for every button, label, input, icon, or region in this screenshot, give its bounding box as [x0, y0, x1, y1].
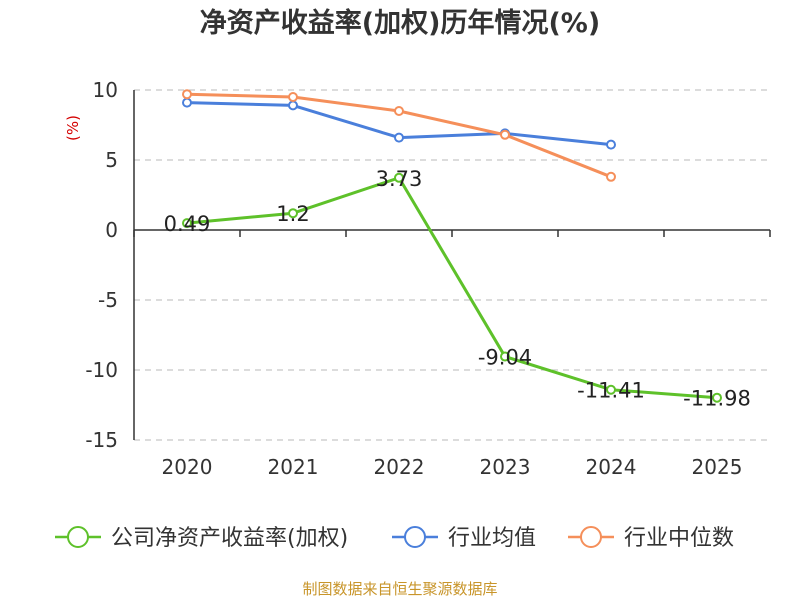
gridlines	[134, 89, 770, 441]
x-tick-label: 2020	[162, 455, 213, 479]
data-label: -11.98	[683, 387, 751, 411]
legend-item[interactable]: 公司净资产收益率(加权)	[55, 526, 348, 551]
data-point	[394, 106, 404, 116]
y-tick-label: 10	[93, 78, 118, 102]
data-point	[288, 100, 298, 111]
axes: 10 5 0 -5 -10 -15 2020 2021 2022 2023 2024 2025	[85, 78, 771, 479]
data-labels: 0.49 1.2 3.73 -9.04 -11.41 -11.98	[164, 167, 751, 411]
x-tick-label: 2024	[586, 455, 637, 479]
y-tick-label: 0	[105, 218, 118, 242]
y-tick-label: 5	[105, 148, 118, 172]
legend-label: 公司净资产收益率(加权)	[111, 526, 348, 551]
legend[interactable]: 公司净资产收益率(加权) 行业均值 行业中位数	[55, 526, 734, 551]
source-note: 制图数据来自恒生聚源数据库	[302, 580, 497, 598]
series-line	[186, 176, 718, 400]
legend-marker	[580, 526, 602, 548]
data-point	[182, 97, 192, 108]
legend-item[interactable]: 行业中位数	[568, 526, 734, 551]
data-point	[288, 92, 298, 102]
data-point	[500, 129, 510, 140]
data-label: -11.41	[577, 379, 645, 403]
data-point	[182, 218, 192, 229]
y-axis-unit: (%)	[64, 115, 82, 141]
y-tick-label: -5	[98, 288, 118, 312]
y-tick-label: -10	[85, 358, 118, 382]
data-point	[712, 392, 722, 403]
data-label: -9.04	[478, 346, 532, 370]
data-point	[394, 172, 404, 183]
chart-title: 净资产收益率(加权)历年情况(%)	[200, 7, 600, 39]
x-tick-label: 2021	[268, 455, 319, 479]
y-tick-label: -15	[85, 428, 118, 452]
data-point	[606, 139, 616, 150]
x-tick-label: 2025	[692, 455, 743, 479]
x-tick-label: 2023	[480, 455, 531, 479]
legend-marker	[404, 526, 426, 548]
x-tick-label: 2022	[374, 455, 425, 479]
data-point	[606, 171, 616, 182]
legend-marker	[67, 526, 89, 548]
data-point	[394, 132, 404, 143]
data-label: 0.49	[164, 212, 211, 236]
legend-label: 行业均值	[448, 526, 536, 551]
legend-label: 行业中位数	[624, 526, 734, 551]
legend-item[interactable]: 行业均值	[392, 526, 536, 551]
data-label: 1.2	[276, 202, 309, 226]
data-point	[182, 89, 192, 100]
series-layer	[182, 89, 722, 403]
data-point	[606, 384, 616, 395]
data-point	[288, 208, 298, 219]
data-label: 3.73	[376, 167, 423, 191]
data-point	[500, 351, 510, 362]
